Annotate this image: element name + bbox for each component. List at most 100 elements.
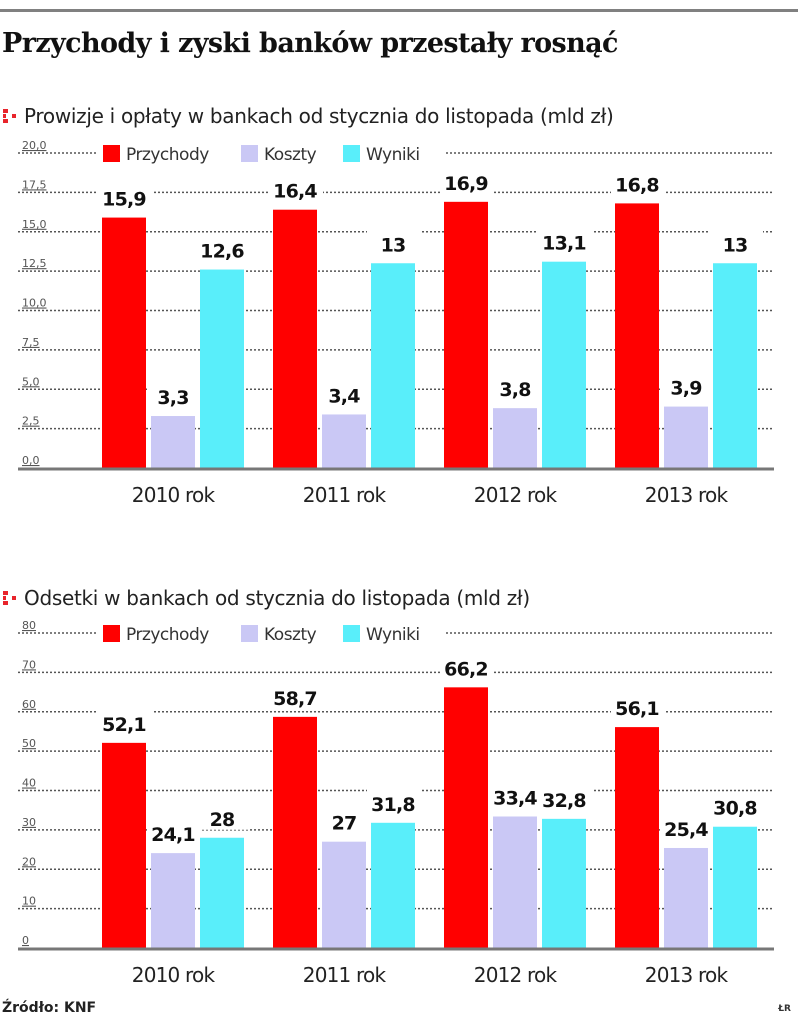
x-tick-label: 2010 rok xyxy=(132,963,216,987)
bar-wyniki-2012-rok xyxy=(542,261,586,468)
label-halo xyxy=(269,682,323,709)
legend: Przychody Koszty Wyniki xyxy=(96,142,446,165)
y-tick-label: 20 xyxy=(22,855,36,868)
y-tick-label: 12,5 xyxy=(22,257,47,270)
label-halo xyxy=(489,374,543,401)
x-tick-label: 2011 rok xyxy=(303,483,387,507)
legend-label-wyniki: Wyniki xyxy=(366,145,420,165)
bar-koszty-2011-rok xyxy=(322,414,366,468)
chart-1-title: Prowizje i opłaty w bankach od stycznia … xyxy=(2,104,614,128)
legend-label-wyniki: Wyniki xyxy=(366,625,420,645)
label-halo xyxy=(611,169,665,196)
data-label: 27 xyxy=(332,813,357,835)
legend-swatch-koszty xyxy=(241,145,258,162)
bar-przychody-2013-rok xyxy=(615,727,659,948)
legend-swatch-przychody xyxy=(103,145,120,162)
chart-2-title: Odsetki w bankach od stycznia do listopa… xyxy=(2,586,530,610)
label-halo xyxy=(269,175,323,202)
data-label: 13 xyxy=(723,234,748,256)
data-label: 13,1 xyxy=(542,233,586,255)
legend-swatch-wyniki xyxy=(343,145,360,162)
legend-swatch-koszty xyxy=(241,625,258,642)
y-tick-label: 0,0 xyxy=(22,454,40,467)
data-label: 16,4 xyxy=(273,181,317,203)
chart-2: 0 10 20 30 40 50 60 70 80 Przychody Koszty Wyniki 52… xyxy=(18,620,774,987)
data-label: 56,1 xyxy=(615,698,659,720)
data-label: 25,4 xyxy=(664,819,708,841)
legend: Przychody Koszty Wyniki xyxy=(96,622,446,645)
bar-koszty-2012-rok xyxy=(493,816,537,948)
legend-swatch-przychody xyxy=(103,625,120,642)
chart-1-title-text: Prowizje i opłaty w bankach od stycznia … xyxy=(24,104,614,128)
x-tick-label: 2011 rok xyxy=(303,963,387,987)
data-label: 24,1 xyxy=(151,824,195,846)
y-tick-label: 70 xyxy=(22,658,36,671)
bar-przychody-2012-rok xyxy=(444,201,488,468)
data-label: 3,9 xyxy=(670,378,701,400)
bar-wyniki-2012-rok xyxy=(542,818,586,948)
data-label: 12,6 xyxy=(200,241,244,263)
data-label: 3,4 xyxy=(328,385,360,407)
y-tick-label: 40 xyxy=(22,777,36,790)
bar-wyniki-2011-rok xyxy=(371,263,415,468)
data-label: 28 xyxy=(210,809,235,831)
label-halo xyxy=(538,227,592,254)
label-halo xyxy=(367,788,421,815)
page-title: Przychody i zyski banków przestały rosną… xyxy=(2,28,618,59)
label-halo xyxy=(709,229,763,256)
bar-przychody-2010-rok xyxy=(102,217,146,468)
legend-swatch-wyniki xyxy=(343,625,360,642)
data-label: 15,9 xyxy=(102,189,146,211)
data-label: 32,8 xyxy=(542,790,586,812)
source-note: Źródło: KNF xyxy=(2,1000,97,1016)
chart-1: 0,0 2,5 5,0 7,5 10,0 12,5 15,0 17,5 20,0 Przychod… xyxy=(18,140,774,507)
legend-label-przychody: Przychody xyxy=(126,145,209,165)
y-tick-label: 10 xyxy=(22,895,36,908)
y-tick-label: 7,5 xyxy=(22,336,40,349)
x-tick-label: 2013 rok xyxy=(645,483,729,507)
bar-koszty-2013-rok xyxy=(664,847,708,948)
bar-wyniki-2010-rok xyxy=(200,837,244,948)
bar-koszty-2010-rok xyxy=(151,853,195,948)
label-halo xyxy=(709,792,763,819)
bar-koszty-2012-rok xyxy=(493,408,537,468)
data-label: 31,8 xyxy=(371,794,415,816)
chart-2-title-text: Odsetki w bankach od stycznia do listopa… xyxy=(24,586,530,610)
top-rule xyxy=(0,9,798,12)
data-label: 30,8 xyxy=(713,798,757,820)
section-marker-icon xyxy=(2,106,18,126)
label-halo xyxy=(660,813,714,840)
section-marker-icon xyxy=(2,588,18,608)
x-tick-label: 2012 rok xyxy=(474,963,558,987)
y-tick-label: 10,0 xyxy=(22,297,47,310)
label-halo xyxy=(98,183,152,210)
label-halo xyxy=(660,372,714,399)
label-halo xyxy=(196,235,250,262)
y-tick-label: 5,0 xyxy=(22,375,40,388)
bar-wyniki-2013-rok xyxy=(713,263,757,468)
data-label: 13 xyxy=(381,234,406,256)
label-halo xyxy=(318,807,372,834)
data-label: 16,8 xyxy=(615,174,659,196)
bar-koszty-2010-rok xyxy=(151,416,195,468)
bar-przychody-2010-rok xyxy=(102,742,146,948)
label-halo xyxy=(489,782,543,809)
y-tick-label: 50 xyxy=(22,737,36,750)
bar-wyniki-2010-rok xyxy=(200,269,244,468)
label-halo xyxy=(611,693,665,720)
bar-przychody-2011-rok xyxy=(273,209,317,468)
label-halo xyxy=(196,803,250,830)
y-tick-label: 15,0 xyxy=(22,218,47,231)
bar-wyniki-2013-rok xyxy=(713,826,757,948)
label-halo xyxy=(367,229,421,256)
y-tick-label: 20,0 xyxy=(22,140,47,152)
label-halo xyxy=(538,784,592,811)
bar-przychody-2011-rok xyxy=(273,716,317,948)
y-tick-label: 17,5 xyxy=(22,178,47,191)
legend-label-przychody: Przychody xyxy=(126,625,209,645)
label-halo xyxy=(147,819,201,846)
legend-label-koszty: Koszty xyxy=(264,145,317,165)
data-label: 66,2 xyxy=(444,658,488,680)
data-label: 33,4 xyxy=(493,787,537,809)
x-tick-label: 2010 rok xyxy=(132,483,216,507)
